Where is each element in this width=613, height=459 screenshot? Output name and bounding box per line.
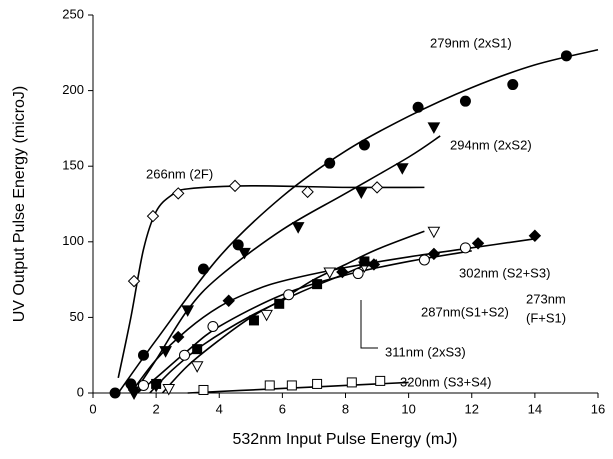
series-label: 311nm (2xS3)	[385, 344, 466, 359]
marker	[232, 239, 244, 251]
marker	[248, 315, 259, 326]
x-axis-title: 532nm Input Pulse Energy (mJ)	[233, 431, 458, 448]
x-tick-label: 0	[89, 401, 96, 416]
marker	[274, 298, 285, 309]
marker	[427, 247, 441, 261]
fit-curve	[117, 185, 425, 379]
marker	[359, 256, 370, 267]
leader-line	[360, 300, 378, 349]
fit-curve	[117, 48, 599, 394]
marker	[560, 50, 572, 62]
series-label: 279nm (2xS1)	[430, 35, 512, 50]
x-tick-label: 6	[279, 401, 286, 416]
marker	[138, 349, 149, 361]
fit-curve	[161, 230, 425, 394]
marker	[138, 379, 149, 391]
marker	[291, 222, 305, 234]
marker	[346, 377, 357, 388]
marker	[301, 185, 314, 199]
marker	[190, 361, 204, 373]
series-label: 273nm	[526, 291, 566, 306]
x-tick-label: 8	[342, 401, 349, 416]
marker	[222, 294, 235, 307]
marker	[146, 209, 160, 223]
marker	[324, 157, 336, 169]
marker	[528, 229, 542, 242]
marker	[127, 274, 141, 288]
y-tick-label: 50	[70, 309, 84, 324]
marker	[412, 101, 424, 113]
marker	[260, 309, 273, 322]
y-tick-label: 0	[77, 384, 84, 399]
marker	[286, 380, 297, 391]
marker	[162, 383, 176, 396]
marker	[471, 237, 485, 250]
marker	[427, 122, 441, 134]
marker	[370, 181, 384, 194]
marker	[179, 349, 191, 361]
x-tick-label: 16	[591, 401, 605, 416]
x-tick-label: 10	[401, 401, 415, 416]
series-label: 266nm (2F)	[146, 166, 213, 181]
marker	[283, 289, 295, 301]
marker	[181, 305, 195, 317]
marker	[336, 265, 349, 279]
y-tick-label: 100	[62, 233, 84, 248]
x-tick-label: 2	[153, 401, 160, 416]
y-tick-label: 250	[62, 6, 84, 21]
marker	[459, 95, 471, 107]
marker	[172, 330, 185, 344]
marker	[127, 383, 141, 397]
fit-curve	[149, 259, 378, 394]
marker	[312, 378, 323, 389]
series-label: (F+S1)	[526, 310, 566, 325]
marker	[354, 187, 368, 199]
marker	[151, 378, 162, 389]
marker	[358, 139, 370, 151]
series-label: 320nm (S3+S4)	[400, 374, 491, 389]
y-tick-label: 200	[62, 82, 84, 97]
marker	[159, 346, 172, 358]
series-label: 302nm (S2+S3)	[459, 265, 550, 280]
marker	[312, 279, 323, 290]
marker	[228, 179, 242, 193]
marker	[197, 263, 209, 275]
marker	[264, 380, 275, 391]
marker	[172, 187, 185, 200]
marker	[375, 375, 386, 386]
x-tick-label: 14	[528, 401, 542, 416]
marker	[507, 79, 519, 91]
marker	[367, 258, 381, 271]
marker	[459, 242, 471, 254]
x-tick-label: 4	[216, 401, 223, 416]
y-axis-title: UV Output Pulse Energy (microJ)	[11, 86, 28, 323]
marker	[198, 384, 209, 395]
marker	[238, 247, 251, 260]
fit-curve	[136, 250, 472, 394]
series-label: 294nm (2xS2)	[450, 137, 532, 152]
x-tick-label: 12	[465, 401, 479, 416]
marker	[207, 320, 219, 332]
marker	[427, 226, 441, 239]
series-label: 287nm(S1+S2)	[421, 304, 509, 319]
marker	[192, 344, 203, 355]
marker	[323, 267, 337, 280]
marker	[109, 387, 121, 399]
marker	[395, 163, 409, 175]
fit-curve	[133, 135, 441, 394]
y-tick-label: 150	[62, 158, 84, 173]
marker	[418, 254, 430, 266]
marker	[352, 268, 364, 280]
